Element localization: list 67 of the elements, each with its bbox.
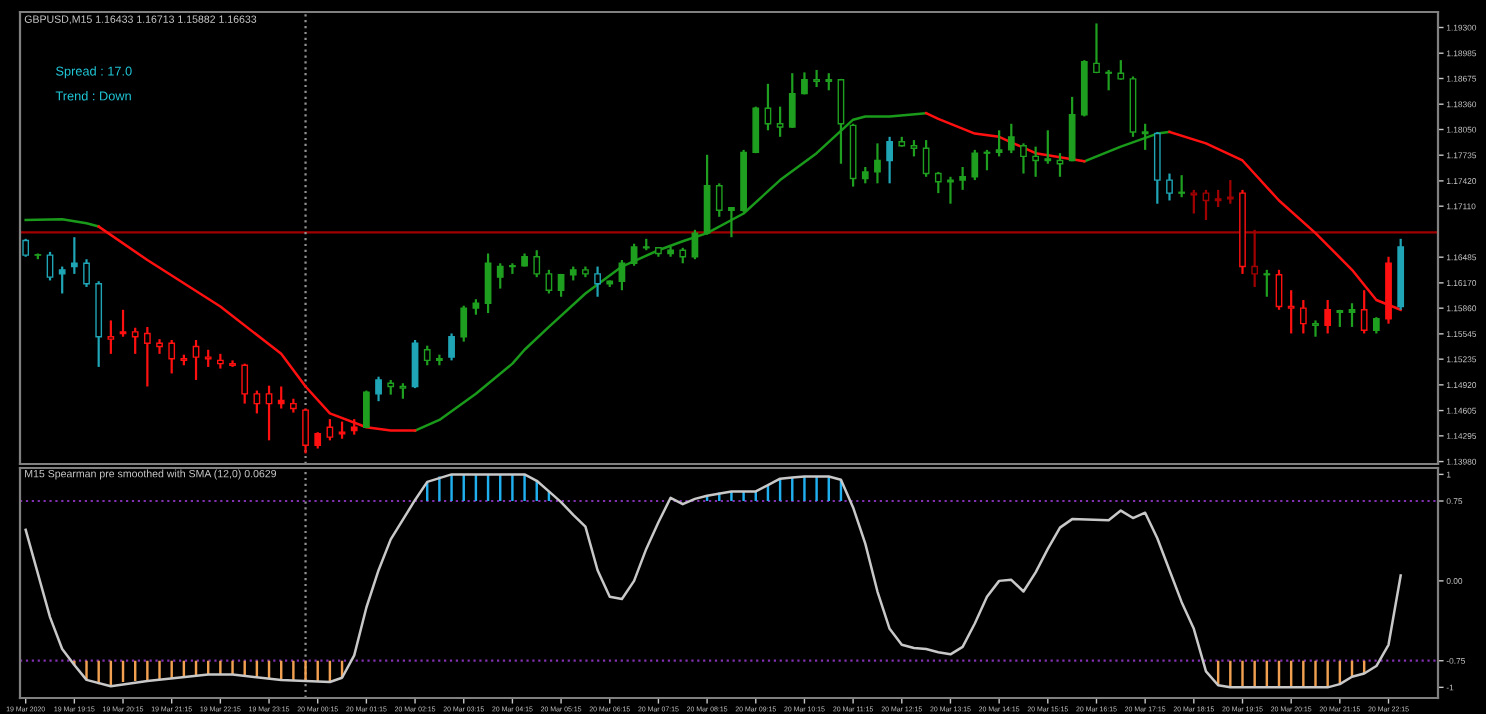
candlestick [1226,178,1234,205]
candlestick [1007,122,1015,155]
candlestick [983,148,991,172]
candlestick [874,142,881,185]
candlestick [1312,319,1319,338]
candlestick [886,135,893,185]
candlestick [776,105,784,138]
candlestick [448,332,455,362]
candlestick [1287,289,1295,335]
candlestick [728,205,735,239]
candlestick [630,242,638,267]
candlestick [1153,130,1161,205]
candlestick [1299,298,1307,335]
candlestick [265,384,273,442]
candlestick [192,338,200,382]
candlestick [934,170,942,195]
candlestick [83,258,90,289]
candlestick [1117,59,1125,81]
candlestick [1178,174,1186,199]
candlestick [509,262,516,276]
candlestick [1032,145,1040,178]
candlestick [253,389,261,415]
candlestick [277,385,285,410]
candlestick [752,105,760,155]
candlestick [460,304,468,343]
candlestick [70,236,78,276]
candlestick [947,175,954,205]
candlestick [1190,188,1198,215]
candlestick [119,308,127,338]
candlestick [959,165,967,191]
candlestick [1044,129,1052,165]
candlestick [156,338,163,355]
candlestick [691,228,699,261]
candlestick [131,326,139,355]
candlestick [107,319,115,355]
candlestick [375,375,382,403]
candlestick [363,389,370,430]
candlestick [1020,142,1027,175]
candlestick [971,148,979,182]
candlestick [46,250,54,282]
candlestick [168,338,176,375]
candlestick [995,129,1003,158]
candlestick [545,268,553,295]
candlestick [1105,68,1113,92]
candlestick [1141,122,1149,151]
candlestick [1068,95,1076,163]
candlestick [496,262,504,290]
candlestick [1202,188,1210,222]
candlestick [241,362,249,405]
candlestick [788,72,796,129]
candlestick [1263,268,1271,298]
candlestick [1166,172,1173,202]
candlestick [715,182,723,218]
candlestick [326,418,334,442]
candlestick [58,265,66,295]
candlestick [1348,302,1356,329]
candlestick [533,249,541,279]
candlestick [302,407,309,455]
candlestick [594,265,601,298]
candlestick [1093,22,1100,75]
candlestick [423,344,431,367]
candlestick [703,153,711,236]
candlestick [1324,298,1332,335]
line-series [24,473,1402,689]
candlestick [813,68,820,89]
candlestick [143,325,151,388]
candlestick [1360,289,1368,335]
